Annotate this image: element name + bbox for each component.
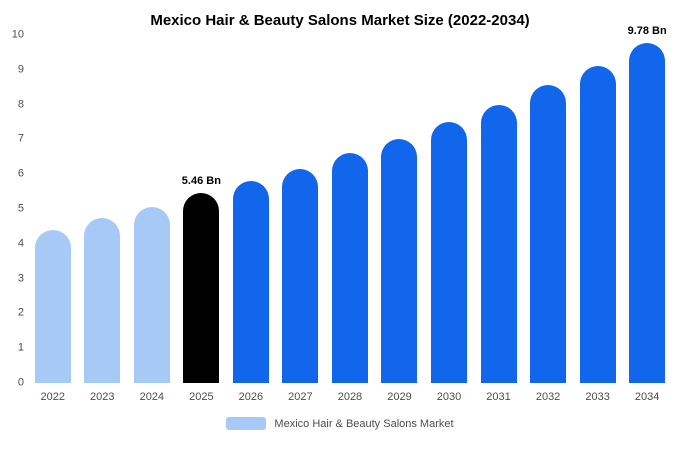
bar-value-label: 9.78 Bn xyxy=(627,24,667,37)
y-tick-label: 5 xyxy=(17,202,24,215)
bar-2025 xyxy=(183,193,220,383)
x-axis-label: 2024 xyxy=(139,391,165,403)
legend-label: Mexico Hair & Beauty Salons Market xyxy=(274,417,454,430)
x-axis-label: 2033 xyxy=(585,391,610,403)
bar-slot: 5.46 Bn xyxy=(177,35,227,383)
x-axis-label: 2028 xyxy=(337,391,363,403)
chart-title: Mexico Hair & Beauty Salons Market Size … xyxy=(150,12,530,29)
x-axis-label: 2030 xyxy=(436,391,462,403)
y-tick-label: 6 xyxy=(17,167,24,180)
y-tick-label: 1 xyxy=(17,341,24,354)
bar-2030 xyxy=(431,122,468,383)
bar-slot xyxy=(573,35,623,383)
bar-2029 xyxy=(381,139,418,383)
x-axis: 2022 2023 2024 2025 2026 2027 2028 2029 2030 2031… xyxy=(0,391,680,403)
bar-2024 xyxy=(133,207,170,383)
y-tick-label: 3 xyxy=(17,272,24,285)
y-tick-label: 7 xyxy=(17,132,24,145)
y-tick-label: 2 xyxy=(17,306,24,319)
bar-2027 xyxy=(282,168,319,383)
x-axis-label: 2029 xyxy=(387,391,412,403)
bar-value-label: 5.46 Bn xyxy=(181,175,221,187)
x-axis-label: 2032 xyxy=(535,391,561,403)
bar-2034 xyxy=(629,42,666,383)
y-tick-label: 4 xyxy=(17,237,24,250)
bar-2022 xyxy=(34,229,71,383)
bar-slot xyxy=(127,35,177,383)
bar-2026 xyxy=(232,181,269,383)
plot-area: 5.46 Bn 9.78 Bn xyxy=(28,25,672,383)
bar-slot xyxy=(78,35,128,383)
x-axis-label: 2022 xyxy=(40,391,65,403)
bar-2031 xyxy=(480,104,517,383)
bar-2033 xyxy=(579,66,616,383)
x-axis-label: 2026 xyxy=(238,391,264,403)
bar-slot xyxy=(474,35,524,383)
x-axis-label: 2034 xyxy=(634,391,660,403)
x-axis-label: 2025 xyxy=(189,391,214,403)
y-tick-label: 10 xyxy=(11,28,24,41)
bar-slot xyxy=(375,35,425,383)
bar-slot xyxy=(226,35,276,383)
x-axis-label: 2031 xyxy=(486,391,511,403)
legend: Mexico Hair & Beauty Salons Market xyxy=(0,417,680,430)
y-axis: 0 1 2 3 4 5 6 7 8 9 10 xyxy=(6,29,28,388)
bar-slot xyxy=(28,35,78,383)
bar-2032 xyxy=(530,85,567,383)
bar-2028 xyxy=(331,153,368,383)
chart-area: 0 1 2 3 4 5 6 7 8 9 10 5.46 Bn 9.78 Bn xyxy=(0,25,680,388)
bar-slot: 9.78 Bn xyxy=(622,25,672,383)
y-tick-label: 0 xyxy=(17,376,24,389)
x-axis-label: 2023 xyxy=(90,391,115,403)
legend-swatch xyxy=(226,417,267,430)
bar-2023 xyxy=(84,217,121,383)
bar-slot xyxy=(325,35,375,383)
bar-slot xyxy=(424,35,474,383)
y-tick-label: 9 xyxy=(17,63,24,76)
y-tick-label: 8 xyxy=(17,98,24,111)
bar-slot xyxy=(276,35,326,383)
x-axis-label: 2027 xyxy=(288,391,313,403)
bar-slot xyxy=(523,35,573,383)
